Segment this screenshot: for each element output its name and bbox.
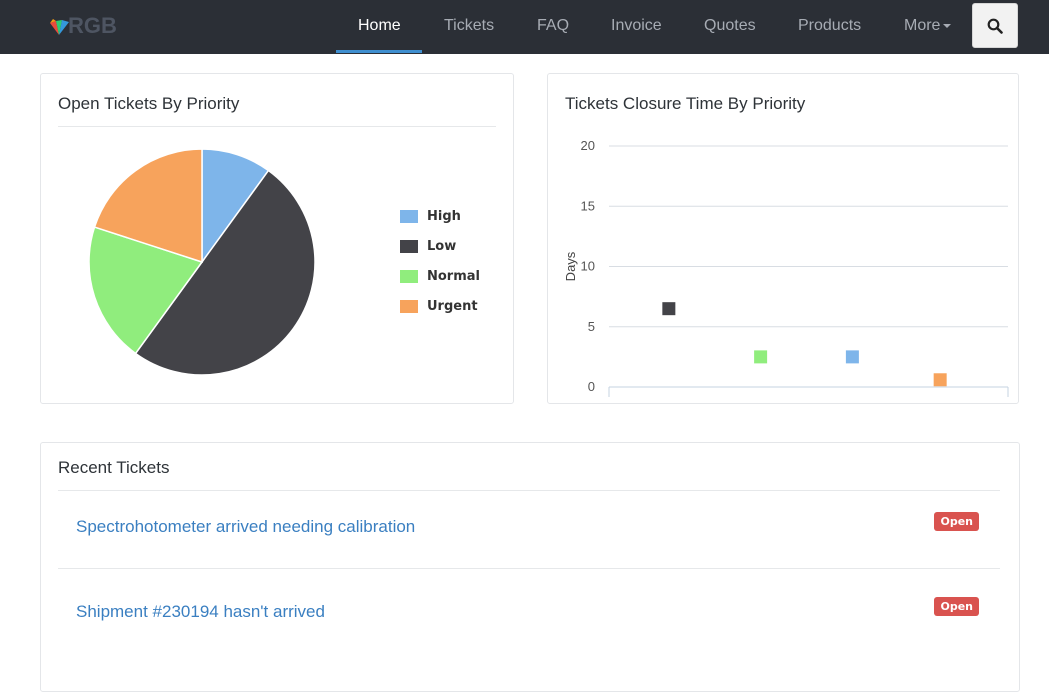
status-badge: Open bbox=[934, 597, 979, 616]
legend-item-normal[interactable]: Normal bbox=[400, 269, 480, 284]
ticket-row: Spectrohotometer arrived needing calibra… bbox=[58, 491, 1000, 563]
open-tickets-panel: Open Tickets By Priority High Low Normal… bbox=[40, 73, 514, 404]
closure-time-title: Tickets Closure Time By Priority bbox=[565, 94, 806, 113]
legend-swatch-low bbox=[400, 240, 418, 253]
legend-item-urgent[interactable]: Urgent bbox=[400, 299, 478, 314]
y-tick-label: 15 bbox=[581, 198, 595, 213]
nav-more[interactable]: More bbox=[904, 0, 952, 54]
pie-slice-low[interactable] bbox=[134, 169, 316, 376]
pie-slice-urgent[interactable] bbox=[93, 148, 203, 264]
y-tick-label: 20 bbox=[581, 138, 595, 153]
brand-logo[interactable]: RGB bbox=[48, 12, 117, 40]
search-icon bbox=[987, 18, 1003, 34]
ticket-link[interactable]: Spectrohotometer arrived needing calibra… bbox=[76, 517, 416, 536]
nav-invoice[interactable]: Invoice bbox=[611, 17, 662, 34]
nav-active-indicator bbox=[336, 50, 422, 53]
nav-quotes[interactable]: Quotes bbox=[704, 17, 756, 34]
search-button[interactable] bbox=[972, 3, 1018, 48]
legend-item-low[interactable]: Low bbox=[400, 239, 456, 254]
nav-products[interactable]: Products bbox=[798, 17, 862, 34]
ticket-link[interactable]: Shipment #230194 hasn't arrived bbox=[76, 602, 325, 621]
scatter-point-high[interactable] bbox=[845, 350, 859, 364]
legend-swatch-high bbox=[400, 210, 418, 223]
logo-mark-icon bbox=[48, 15, 70, 37]
legend-item-high[interactable]: High bbox=[400, 209, 461, 224]
closure-time-panel: Tickets Closure Time By Priority 0 5 10 15 2… bbox=[547, 73, 1019, 404]
nav-tickets[interactable]: Tickets bbox=[444, 17, 495, 34]
legend-swatch-urgent bbox=[400, 300, 418, 313]
y-tick-label: 5 bbox=[588, 319, 595, 334]
recent-tickets-panel: Recent Tickets Spectrohotometer arrived … bbox=[40, 442, 1020, 692]
legend-label-normal: Normal bbox=[427, 269, 480, 284]
priority-pie-chart bbox=[88, 148, 316, 376]
y-tick-label: 10 bbox=[581, 259, 595, 274]
row-divider bbox=[58, 568, 1000, 569]
caret-down-icon bbox=[943, 23, 952, 28]
legend-label-urgent: Urgent bbox=[427, 299, 478, 314]
closure-scatter-chart: 0 5 10 15 20 Days bbox=[563, 138, 1009, 397]
nav-more-label: More bbox=[904, 17, 941, 34]
scatter-point-low[interactable] bbox=[662, 302, 676, 316]
scatter-point-normal[interactable] bbox=[754, 350, 768, 364]
legend-label-low: Low bbox=[427, 239, 457, 254]
y-tick-label: 0 bbox=[588, 379, 595, 394]
nav-home[interactable]: Home bbox=[358, 17, 401, 34]
pie-slice-high[interactable] bbox=[201, 148, 270, 265]
ticket-row: Shipment #230194 hasn't arrived Open bbox=[58, 576, 1000, 648]
brand-name: RGB bbox=[68, 13, 117, 38]
open-tickets-title: Open Tickets By Priority bbox=[58, 94, 240, 113]
legend-label-high: High bbox=[427, 209, 461, 224]
scatter-point-urgent[interactable] bbox=[933, 373, 947, 387]
y-axis-label: Days bbox=[563, 251, 578, 281]
top-navbar: RGB Home Tickets FAQ Invoice Quotes Prod… bbox=[0, 0, 1049, 54]
status-badge: Open bbox=[934, 512, 979, 531]
nav-faq[interactable]: FAQ bbox=[537, 17, 570, 34]
panel-divider bbox=[58, 126, 496, 127]
recent-tickets-title: Recent Tickets bbox=[58, 458, 170, 477]
pie-slice-normal[interactable] bbox=[88, 226, 204, 355]
legend-swatch-normal bbox=[400, 270, 418, 283]
panel-divider bbox=[58, 490, 1000, 491]
